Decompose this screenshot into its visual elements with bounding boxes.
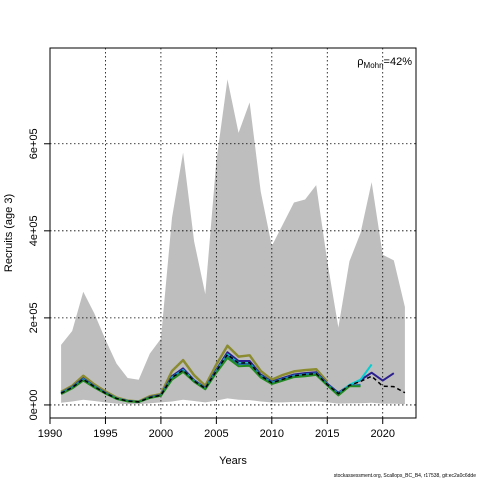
x-axis: 1990 1995 2000 2005 2010 2015 2020	[38, 417, 395, 440]
series-layer	[60, 344, 406, 403]
y-axis: 0e+00 2e+05 4e+05 6e+05	[28, 128, 51, 420]
x-tick-label-2000: 2000	[149, 428, 173, 440]
x-tick-label-2020: 2020	[370, 428, 394, 440]
x-tick-label-1995: 1995	[93, 428, 117, 440]
confidence-band	[61, 79, 405, 405]
series-line-1	[60, 344, 329, 403]
y-tick-label-0: 0e+00	[28, 389, 40, 420]
series-line-6	[60, 353, 406, 403]
y-tick-label-2: 4e+05	[28, 215, 40, 246]
x-tick-label-2015: 2015	[315, 428, 339, 440]
mohn-rho-symbol: ρ	[357, 56, 363, 68]
confidence-band-layer	[61, 79, 405, 405]
mohn-rho-value: =42%	[384, 56, 413, 68]
y-tick-label-3: 6e+05	[28, 128, 40, 159]
y-tick-label-1: 2e+05	[28, 302, 40, 333]
x-tick-label-1990: 1990	[38, 428, 62, 440]
x-tick-label-2010: 2010	[260, 428, 284, 440]
mohn-rho-subscript: Mohn	[364, 61, 384, 70]
x-axis-title: Years	[219, 455, 247, 467]
x-tick-label-2005: 2005	[204, 428, 228, 440]
y-axis-title: Recruits (age 3)	[3, 194, 15, 272]
footer-credit: stockassessment.org, Scallops_BC_B4, r17…	[334, 473, 477, 479]
mohn-rho-annotation: ρMohn=42%	[357, 56, 412, 70]
